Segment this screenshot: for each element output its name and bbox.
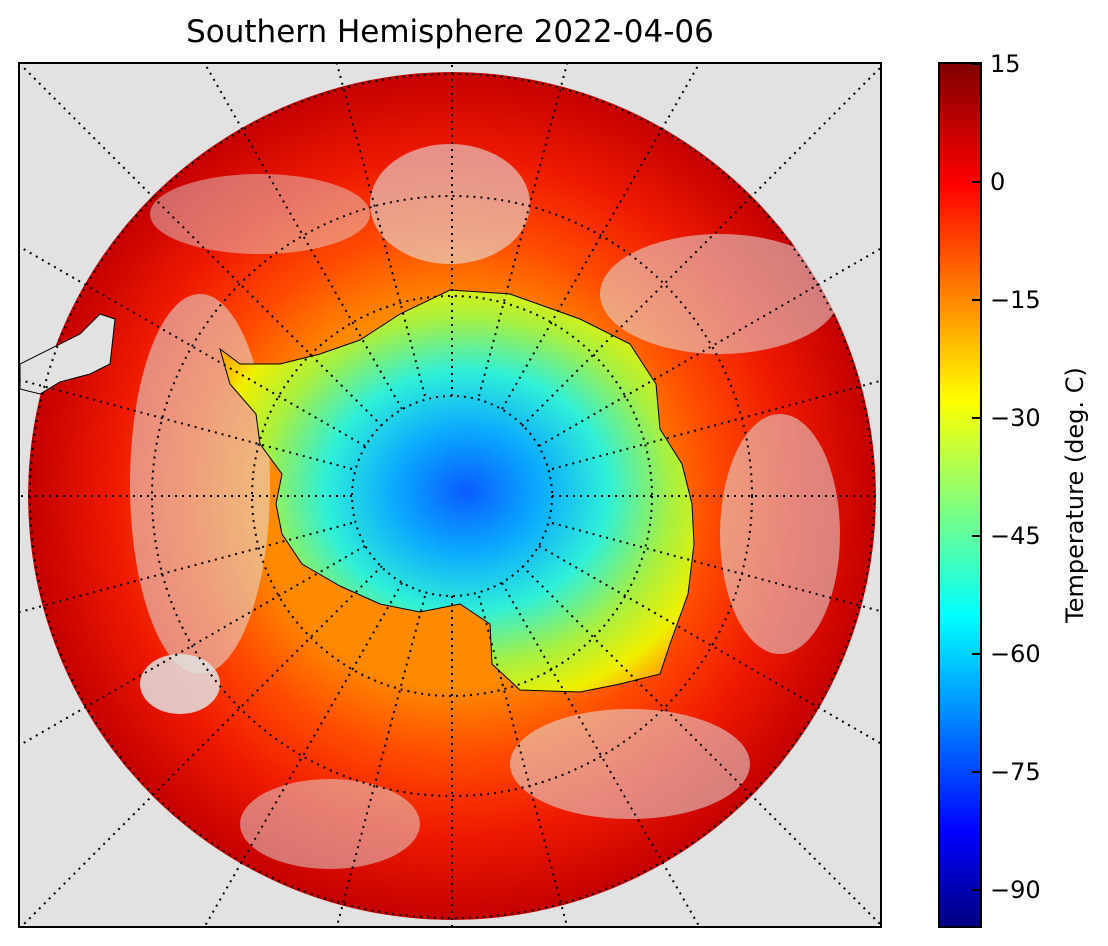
south-america-tip [20, 313, 116, 395]
colorbar-tick-label: −90 [990, 876, 1041, 904]
colorbar-tick [972, 889, 982, 891]
colorbar-tick-label: −60 [990, 640, 1041, 668]
colorbar-label: Temperature (deg. C) [1061, 367, 1089, 623]
graticule [20, 64, 880, 926]
antarctica-landmass [219, 289, 695, 693]
map-title: Southern Hemisphere 2022-04-06 [186, 14, 714, 50]
colorbar-tick-label: 0 [990, 168, 1006, 196]
colorbar-tick-label: −15 [990, 286, 1041, 314]
colorbar-tick [972, 417, 982, 419]
colorbar-tick [972, 653, 982, 655]
colorbar-tick [972, 535, 982, 537]
colorbar-tick [972, 63, 982, 65]
colorbar-tick [972, 181, 982, 183]
colorbar-tick-label: −75 [990, 758, 1041, 786]
polar-map [20, 64, 880, 926]
colorbar-tick [972, 771, 982, 773]
colorbar-tick-label: −30 [990, 404, 1041, 432]
colorbar-tick [972, 299, 982, 301]
colorbar-tick-label: −45 [990, 522, 1041, 550]
colorbar-tick-label: 15 [990, 50, 1021, 78]
map-frame [18, 62, 882, 928]
colorbar [938, 62, 982, 928]
